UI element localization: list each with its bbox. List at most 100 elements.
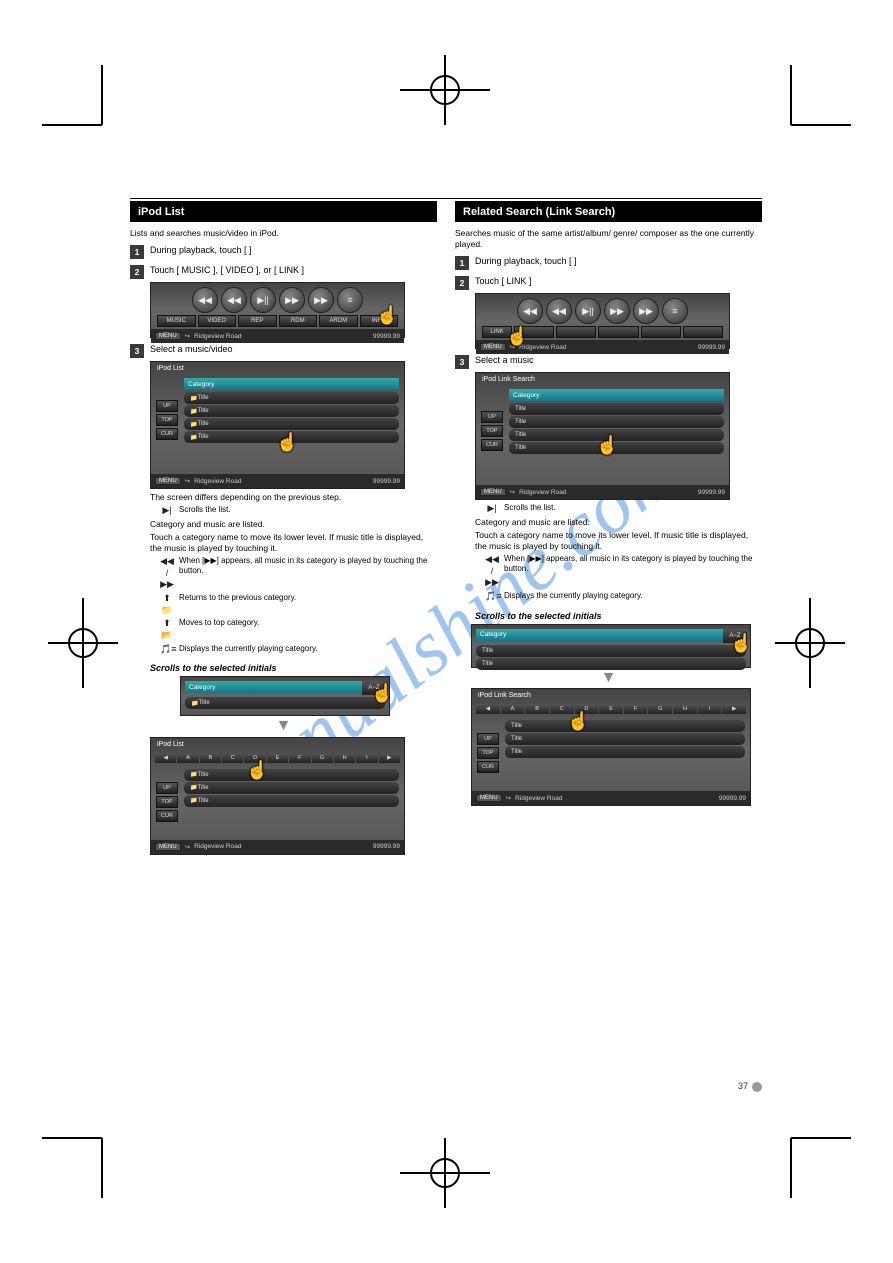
intro-left: Lists and searches music/video in iPod.: [130, 228, 437, 239]
alpha-letter[interactable]: B: [525, 704, 549, 714]
alpha-letter[interactable]: E: [267, 753, 288, 763]
top-button[interactable]: TOP: [477, 747, 499, 759]
rep-button[interactable]: REP: [238, 315, 277, 327]
list-screenshot: iPod Link Search Category Title Title Ti…: [475, 372, 730, 500]
list-item[interactable]: 📁 Title: [184, 782, 399, 794]
alpha-next-button[interactable]: ▶: [722, 704, 746, 714]
list-item[interactable]: Title: [505, 746, 745, 758]
desc-text: Displays the currently playing category.: [179, 644, 318, 656]
top-button[interactable]: TOP: [156, 414, 178, 426]
list-item[interactable]: Title: [509, 416, 724, 428]
alpha-letter[interactable]: G: [648, 704, 672, 714]
alpha-letter[interactable]: G: [312, 753, 333, 763]
top-button[interactable]: TOP: [481, 425, 503, 437]
info-button[interactable]: INFO: [360, 315, 399, 327]
now-playing-icon: 🎵≡: [485, 591, 499, 603]
rew-icon[interactable]: ◀◀: [221, 287, 247, 313]
up-button[interactable]: UP: [477, 733, 499, 745]
alpha-letter[interactable]: H: [334, 753, 355, 763]
list-item[interactable]: 📁 Title: [184, 431, 399, 443]
desc-text: When [▶▶] appears, all music in its cate…: [179, 556, 437, 591]
play-icon[interactable]: ▶||: [575, 298, 601, 324]
list-item[interactable]: Title: [505, 733, 745, 745]
status-road: Ridgeview Road: [519, 344, 566, 351]
alpha-letter[interactable]: A: [501, 704, 525, 714]
button[interactable]: [641, 326, 681, 338]
play-icon[interactable]: ▶||: [250, 287, 276, 313]
alpha-letter[interactable]: C: [550, 704, 574, 714]
alpha-row: ◀ A B C D E F G H I ▶: [151, 751, 404, 765]
alpha-screenshot: iPod Link Search ◀ A B C D E F G H I ▶ T…: [471, 688, 751, 806]
alpha-letter[interactable]: A: [177, 753, 198, 763]
fwd-icon[interactable]: ▶▶: [604, 298, 630, 324]
step-text: Select a music: [475, 355, 762, 366]
up-button[interactable]: UP: [156, 782, 178, 794]
up-button[interactable]: UP: [156, 400, 178, 412]
alpha-prev-button[interactable]: ◀: [476, 704, 500, 714]
list-item[interactable]: 📁 Title: [184, 392, 399, 404]
prev-icon[interactable]: ◀◀: [517, 298, 543, 324]
ardm-button[interactable]: ARDM: [319, 315, 358, 327]
menu-button[interactable]: MENU: [155, 332, 181, 340]
alpha-letter[interactable]: B: [200, 753, 221, 763]
list-item[interactable]: Title: [509, 442, 724, 454]
button[interactable]: [598, 326, 638, 338]
music-button[interactable]: MUSIC: [157, 315, 196, 327]
step-number: 1: [130, 245, 144, 259]
alpha-letter[interactable]: C: [222, 753, 243, 763]
prev-icon[interactable]: ◀◀: [192, 287, 218, 313]
desc-text: Scrolls the list.: [179, 505, 231, 517]
next-icon[interactable]: ▶▶: [633, 298, 659, 324]
az-button[interactable]: A~Z: [362, 681, 386, 695]
list-item[interactable]: Title: [509, 403, 724, 415]
list-item[interactable]: Title: [476, 645, 746, 657]
cur-button[interactable]: CUR: [156, 810, 178, 822]
alpha-letter[interactable]: I: [698, 704, 722, 714]
alpha-letter[interactable]: D: [244, 753, 265, 763]
cur-button[interactable]: CUR: [481, 439, 503, 451]
list-item[interactable]: 📁 Title: [185, 697, 385, 709]
list-item[interactable]: 📁 Title: [184, 769, 399, 781]
list-item[interactable]: 📁 Title: [184, 418, 399, 430]
cur-button[interactable]: CUR: [156, 428, 178, 440]
menu-button[interactable]: MENU: [476, 794, 502, 802]
button[interactable]: [556, 326, 596, 338]
alpha-letter[interactable]: D: [575, 704, 599, 714]
video-button[interactable]: VIDEO: [198, 315, 237, 327]
list-item[interactable]: 📁 Title: [184, 405, 399, 417]
step-number: 3: [455, 355, 469, 369]
list-icon[interactable]: ≡: [662, 298, 688, 324]
status-road: Ridgeview Road: [194, 478, 241, 485]
menu-button[interactable]: MENU: [480, 488, 506, 496]
alpha-letter[interactable]: F: [624, 704, 648, 714]
list-item[interactable]: Title: [476, 658, 746, 670]
fwd-icon[interactable]: ▶▶: [279, 287, 305, 313]
rdm-button[interactable]: RDM: [279, 315, 318, 327]
crop-mark: [400, 1138, 490, 1208]
alpha-next-button[interactable]: ▶: [379, 753, 400, 763]
alpha-prev-button[interactable]: ◀: [155, 753, 176, 763]
list-item[interactable]: Title: [505, 720, 745, 732]
up-button[interactable]: UP: [481, 411, 503, 423]
list-icon[interactable]: ≡: [337, 287, 363, 313]
status-road: Ridgeview Road: [194, 843, 241, 850]
alpha-letter[interactable]: E: [599, 704, 623, 714]
toolbar-screenshot: ◀◀ ◀◀ ▶|| ▶▶ ▶▶ ≡ MUSIC VIDEO REP RDM AR…: [150, 282, 405, 338]
az-button[interactable]: A~Z: [723, 629, 747, 643]
button[interactable]: [514, 326, 554, 338]
alpha-letter[interactable]: H: [673, 704, 697, 714]
list-item[interactable]: 📁 Title: [184, 795, 399, 807]
list-item[interactable]: Title: [509, 429, 724, 441]
alpha-letter[interactable]: I: [356, 753, 377, 763]
play-icon: ▶|: [485, 503, 499, 515]
menu-button[interactable]: MENU: [480, 343, 506, 351]
menu-button[interactable]: MENU: [155, 843, 181, 851]
top-button[interactable]: TOP: [156, 796, 178, 808]
next-icon[interactable]: ▶▶: [308, 287, 334, 313]
cur-button[interactable]: CUR: [477, 761, 499, 773]
menu-button[interactable]: MENU: [155, 477, 181, 485]
button[interactable]: [683, 326, 723, 338]
rew-icon[interactable]: ◀◀: [546, 298, 572, 324]
alpha-letter[interactable]: F: [289, 753, 310, 763]
link-button[interactable]: LINK: [482, 326, 512, 338]
